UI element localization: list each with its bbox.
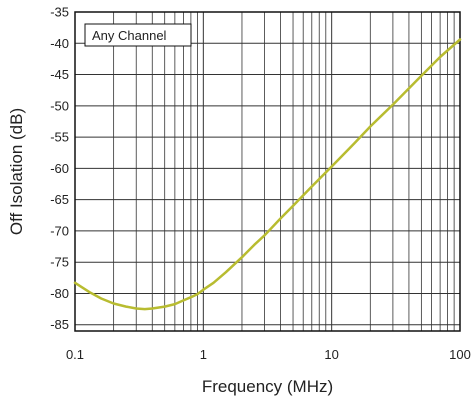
y-tick-label: -60 — [50, 161, 69, 176]
y-tick-label: -70 — [50, 223, 69, 238]
annotation-box: Any Channel — [84, 23, 192, 47]
x-tick-label: 1 — [200, 347, 207, 362]
y-tick-label: -85 — [50, 317, 69, 332]
x-tick-label: 0.1 — [66, 347, 84, 362]
y-tick-label: -35 — [50, 5, 69, 20]
y-tick-label: -65 — [50, 192, 69, 207]
y-tick-label: -55 — [50, 130, 69, 145]
plot-frame — [74, 11, 461, 332]
x-tick-label: 10 — [324, 347, 338, 362]
annotation-frame — [84, 23, 192, 47]
x-axis-label: Frequency (MHz) — [202, 377, 333, 396]
grid-lines — [75, 12, 460, 331]
series-line-any-channel — [73, 38, 462, 311]
annotation-label: Any Channel — [92, 28, 167, 43]
y-tick-label: -50 — [50, 98, 69, 113]
tick-labels: -35 -40 -45 -50 -55 -60 -65 -70 -75 -80 -85 0.1 1 10 1… — [50, 5, 471, 363]
y-tick-label: -80 — [50, 286, 69, 301]
y-tick-label: -45 — [50, 67, 69, 82]
y-tick-label: -40 — [50, 36, 69, 51]
x-tick-label: 100 — [449, 347, 471, 362]
y-axis-label: Off Isolation (dB) — [7, 108, 26, 235]
y-tick-label: -75 — [50, 255, 69, 270]
